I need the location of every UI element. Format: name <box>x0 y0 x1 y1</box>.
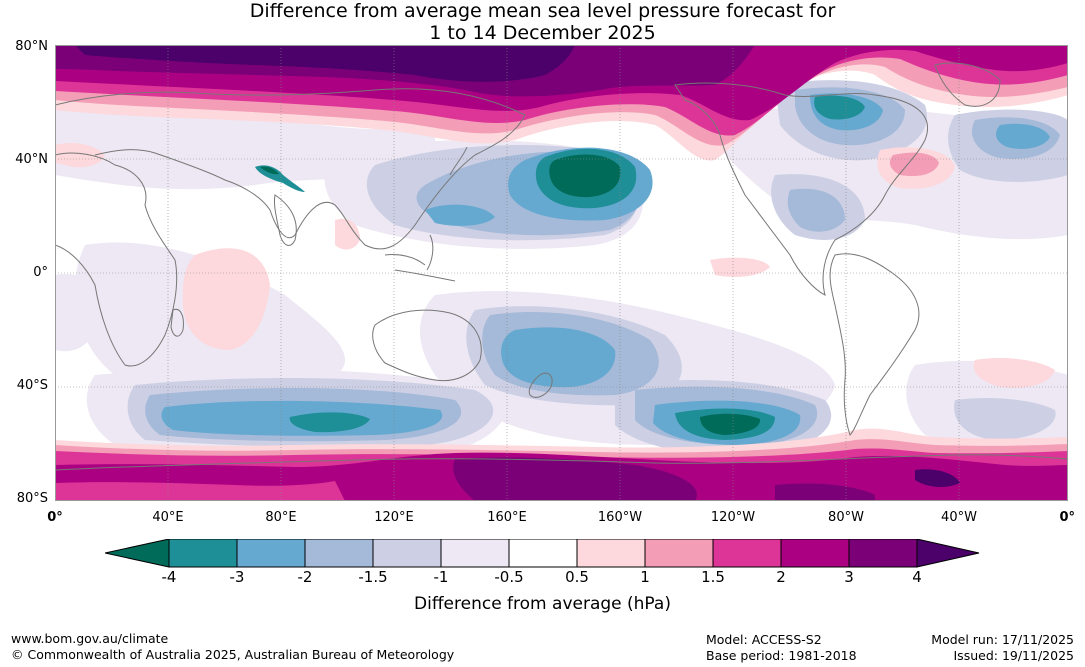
colorbar-bin <box>849 539 917 567</box>
coastlines <box>55 62 1068 471</box>
colorbar-tick-label: -2 <box>297 568 313 586</box>
colorbar-tick-label: 2 <box>776 568 786 586</box>
pressure-anomaly-map <box>55 45 1068 501</box>
lon-label-0-east: 0° <box>1059 510 1075 525</box>
lon-label-80w: 80°W <box>828 510 864 525</box>
colorbar-bin <box>781 539 849 567</box>
footer-website: www.bom.gov.au/climate <box>11 631 169 646</box>
lon-label-40w: 40°W <box>941 510 977 525</box>
colorbar-tick-label: -0.5 <box>494 568 524 586</box>
colorbar-tick-label: 0.5 <box>565 568 589 586</box>
map-title-line1: Difference from average mean sea level p… <box>249 0 836 22</box>
colorbar-tick-label: -1 <box>433 568 449 586</box>
colorbar-bin <box>169 539 237 567</box>
anomaly-north-band <box>55 45 1068 161</box>
lat-label-0: 0° <box>33 265 48 280</box>
colorbar-bin <box>373 539 441 567</box>
footer-issued: Issued: 19/11/2025 <box>953 648 1075 663</box>
colorbar-tick-label: -1.5 <box>358 568 388 586</box>
lat-label-40s: 40°S <box>16 378 48 393</box>
colorbar-tick-label: 1 <box>640 568 650 586</box>
footer-copyright: © Commonwealth of Australia 2025, Austra… <box>11 647 455 662</box>
colorbar-bin <box>577 539 645 567</box>
colorbar-tick-label: 4 <box>912 568 922 586</box>
lon-label-120e: 120°E <box>374 510 414 525</box>
lon-label-80e: 80°E <box>265 510 297 525</box>
map-title-line2: 1 to 14 December 2025 <box>429 22 656 44</box>
lat-label-40n: 40°N <box>15 152 48 167</box>
graticule <box>55 45 1068 501</box>
colorbar-tick-label: -4 <box>161 568 177 586</box>
lat-label-80n: 80°N <box>15 39 48 54</box>
colorbar-tick-label: 3 <box>844 568 854 586</box>
colorbar-tick-label: -3 <box>229 568 245 586</box>
colorbar-bin <box>713 539 781 567</box>
map-canvas <box>55 45 1068 501</box>
anomaly-neg-4 <box>260 154 761 435</box>
colorbar-bin <box>509 539 577 567</box>
colorbar-upper-extension <box>916 539 980 568</box>
anomaly-south-band <box>55 428 1068 501</box>
colorbar-bin <box>305 539 373 567</box>
colorbar-bin <box>441 539 509 567</box>
lon-label-160w: 160°W <box>597 510 643 525</box>
colorbar-tick-label: 1.5 <box>701 568 725 586</box>
lon-label-0-west: 0° <box>47 510 63 525</box>
lat-label-80s: 80°S <box>16 491 48 506</box>
footer-base-period: Base period: 1981-2018 <box>706 648 857 663</box>
colorbar-bin <box>237 539 305 567</box>
colorbar-lower-extension <box>105 539 170 568</box>
footer-model: Model: ACCESS-S2 <box>706 632 822 647</box>
lon-label-40e: 40°E <box>152 510 184 525</box>
footer-model-run: Model run: 17/11/2025 <box>931 632 1074 647</box>
colorbar <box>105 539 980 568</box>
colorbar-title: Difference from average (hPa) <box>414 594 671 614</box>
lon-label-120w: 120°W <box>710 510 756 525</box>
lon-label-160e: 160°E <box>487 510 527 525</box>
colorbar-bin <box>645 539 713 567</box>
